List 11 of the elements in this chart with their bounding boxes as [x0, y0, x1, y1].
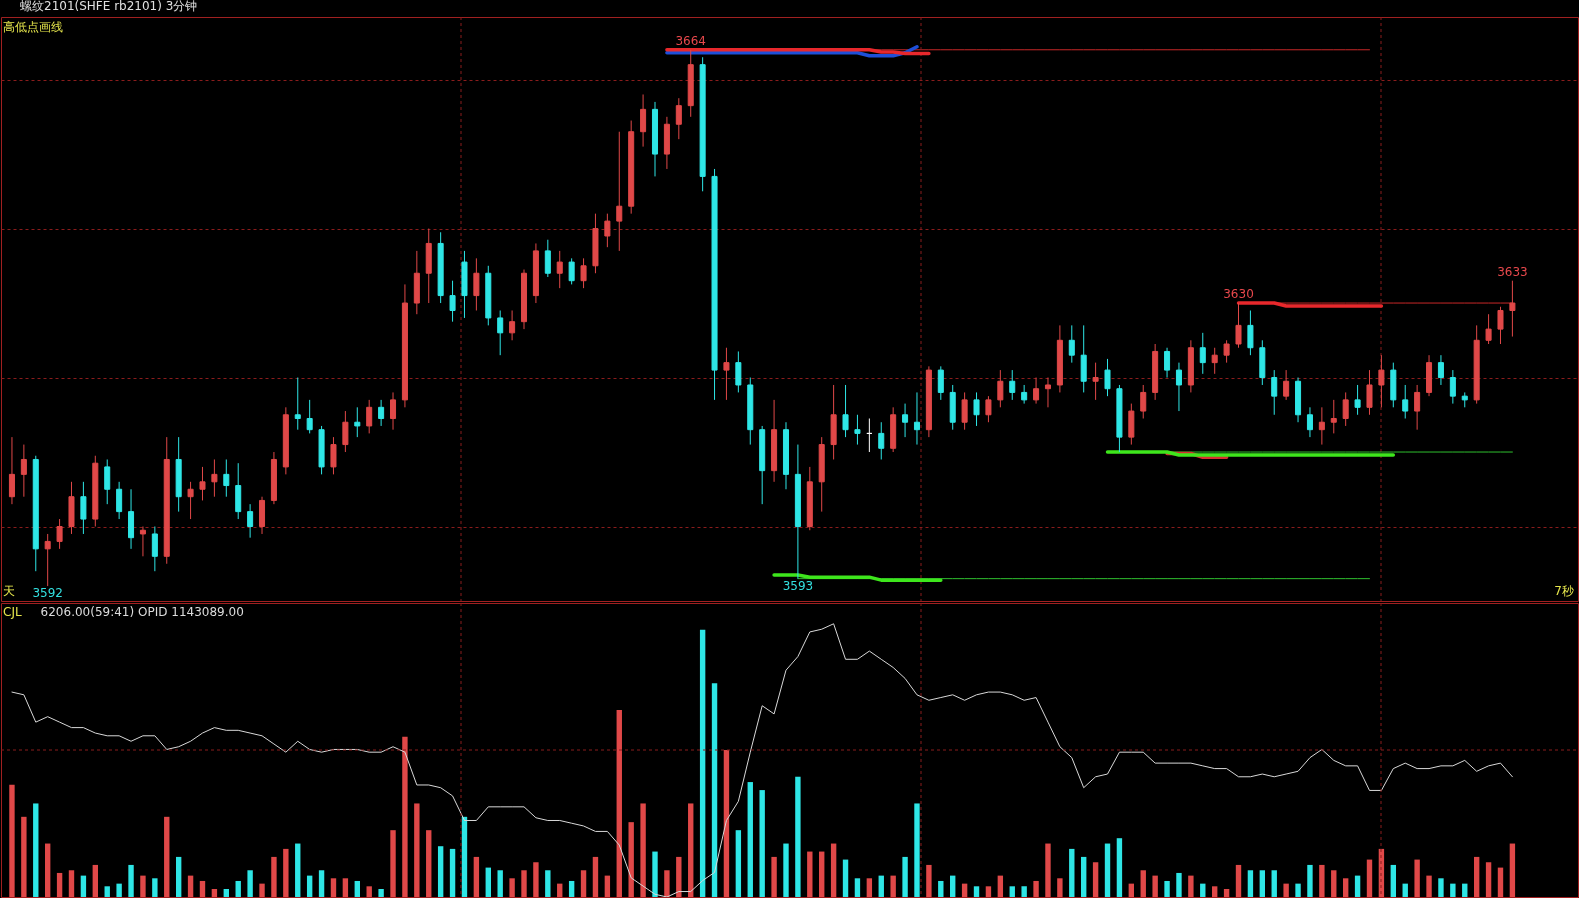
annotation: 3633 — [1497, 264, 1528, 279]
annotation: 天 — [3, 584, 15, 598]
chart-title: 螺纹2101(SHFE rb2101) 3分钟 — [20, 0, 198, 13]
text: CJL — [3, 605, 22, 619]
annotation: 3593 — [782, 578, 814, 593]
annotation: 3664 — [675, 33, 706, 48]
text: 7秒 — [1554, 584, 1574, 598]
text: 6206.00(59:41) OPID 1143089.00 — [40, 605, 244, 619]
chart-subtitle: 高低点画线 — [3, 20, 63, 34]
annotation: 3630 — [1223, 287, 1254, 302]
annotation: 3592 — [32, 586, 63, 601]
